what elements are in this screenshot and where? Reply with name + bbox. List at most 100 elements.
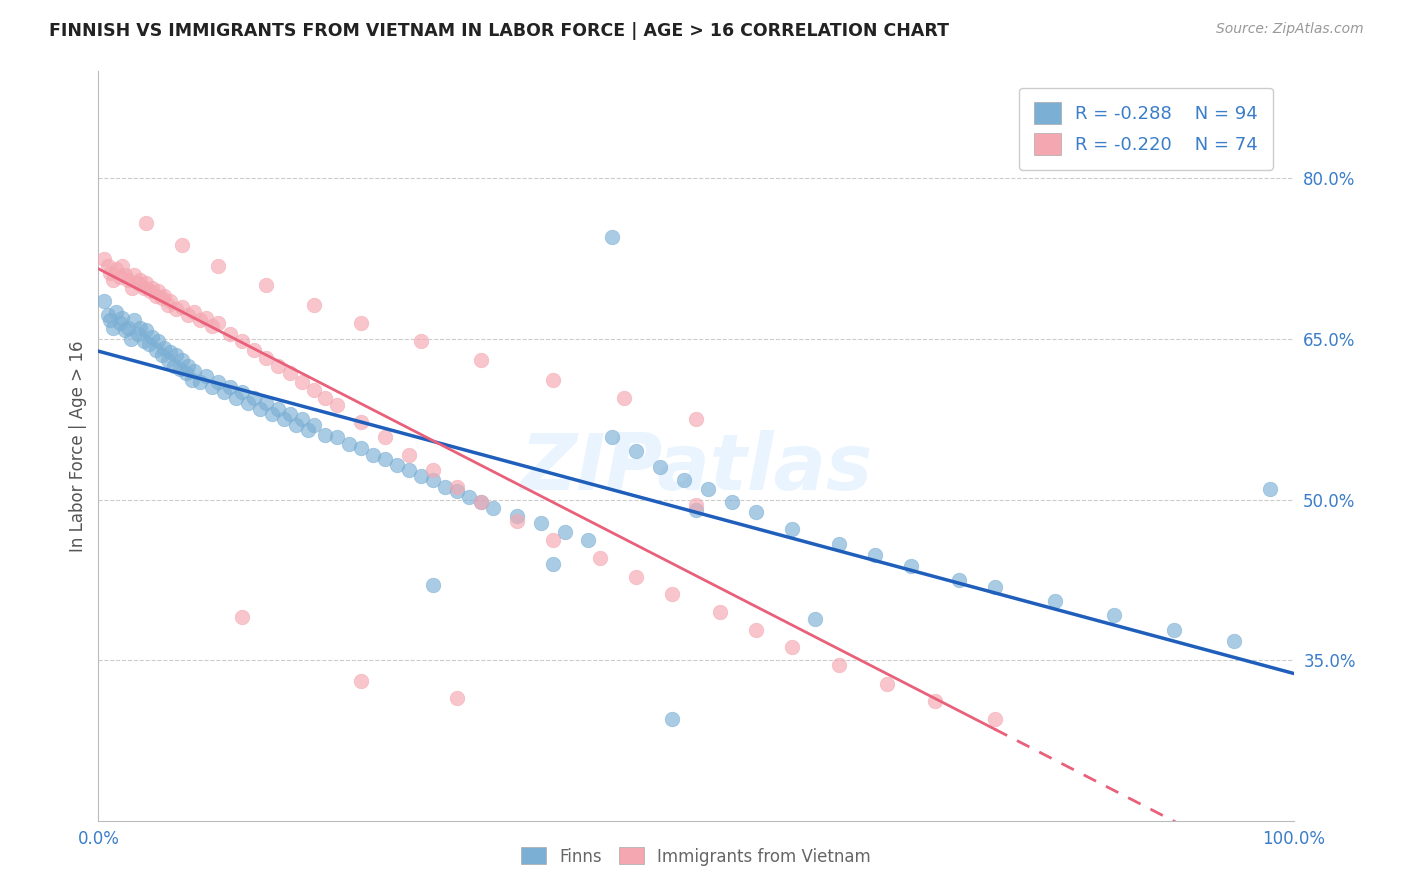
Point [326, 430, 349, 444]
Point [138, 337, 160, 351]
Point [183, 364, 205, 378]
Point [231, 334, 253, 348]
Point [291, 412, 314, 426]
Point [411, 469, 433, 483]
Point [1163, 623, 1185, 637]
Point [188, 312, 211, 326]
Point [188, 375, 211, 389]
Point [139, 284, 162, 298]
Point [172, 300, 194, 314]
Point [108, 316, 131, 330]
Point [174, 366, 197, 380]
Point [434, 480, 457, 494]
Point [924, 694, 946, 708]
Point [180, 373, 202, 387]
Point [169, 362, 191, 376]
Point [236, 396, 259, 410]
Point [709, 605, 731, 619]
Point [132, 334, 155, 348]
Point [685, 412, 707, 426]
Point [745, 623, 768, 637]
Point [129, 321, 152, 335]
Point [135, 216, 157, 230]
Point [541, 373, 564, 387]
Point [148, 284, 170, 298]
Point [780, 523, 803, 537]
Point [721, 494, 744, 508]
Point [350, 441, 373, 455]
Text: ZIPatlas: ZIPatlas [520, 431, 872, 507]
Point [219, 326, 242, 341]
Point [172, 237, 194, 252]
Point [124, 312, 146, 326]
Point [267, 401, 290, 416]
Point [141, 330, 163, 344]
Point [163, 359, 186, 373]
Point [470, 353, 492, 368]
Point [374, 430, 396, 444]
Point [506, 508, 529, 523]
Point [231, 610, 253, 624]
Point [231, 385, 253, 400]
Point [339, 437, 361, 451]
Point [254, 278, 277, 293]
Point [984, 580, 1007, 594]
Point [207, 375, 229, 389]
Point [291, 375, 314, 389]
Point [578, 533, 600, 548]
Point [661, 712, 683, 726]
Point [207, 259, 229, 273]
Point [145, 343, 167, 357]
Point [153, 341, 176, 355]
Point [626, 569, 648, 583]
Point [541, 557, 564, 571]
Point [212, 385, 235, 400]
Point [278, 407, 301, 421]
Point [350, 416, 373, 430]
Text: Source: ZipAtlas.com: Source: ZipAtlas.com [1216, 22, 1364, 37]
Point [135, 277, 157, 291]
Point [145, 289, 167, 303]
Point [254, 351, 277, 366]
Legend: Finns, Immigrants from Vietnam: Finns, Immigrants from Vietnam [515, 841, 877, 872]
Point [422, 578, 444, 592]
Point [1043, 594, 1066, 608]
Point [260, 407, 283, 421]
Point [195, 310, 218, 325]
Point [673, 473, 696, 487]
Point [350, 316, 373, 330]
Point [422, 462, 444, 476]
Point [385, 458, 409, 473]
Point [101, 273, 124, 287]
Point [315, 391, 337, 405]
Point [273, 412, 295, 426]
Point [458, 491, 481, 505]
Point [195, 369, 218, 384]
Point [219, 380, 242, 394]
Point [267, 359, 290, 373]
Point [506, 514, 529, 528]
Point [284, 417, 307, 432]
Point [398, 462, 420, 476]
Point [117, 321, 139, 335]
Point [165, 301, 187, 316]
Point [315, 428, 337, 442]
Point [150, 348, 173, 362]
Point [97, 259, 120, 273]
Point [685, 498, 707, 512]
Point [98, 312, 122, 326]
Point [602, 430, 624, 444]
Point [153, 289, 176, 303]
Point [135, 323, 157, 337]
Point [127, 277, 149, 291]
Point [129, 273, 152, 287]
Point [411, 334, 433, 348]
Point [141, 280, 163, 294]
Point [101, 321, 124, 335]
Point [697, 482, 720, 496]
Point [177, 309, 200, 323]
Point [172, 353, 194, 368]
Point [1258, 482, 1281, 496]
Point [297, 423, 319, 437]
Point [249, 401, 271, 416]
